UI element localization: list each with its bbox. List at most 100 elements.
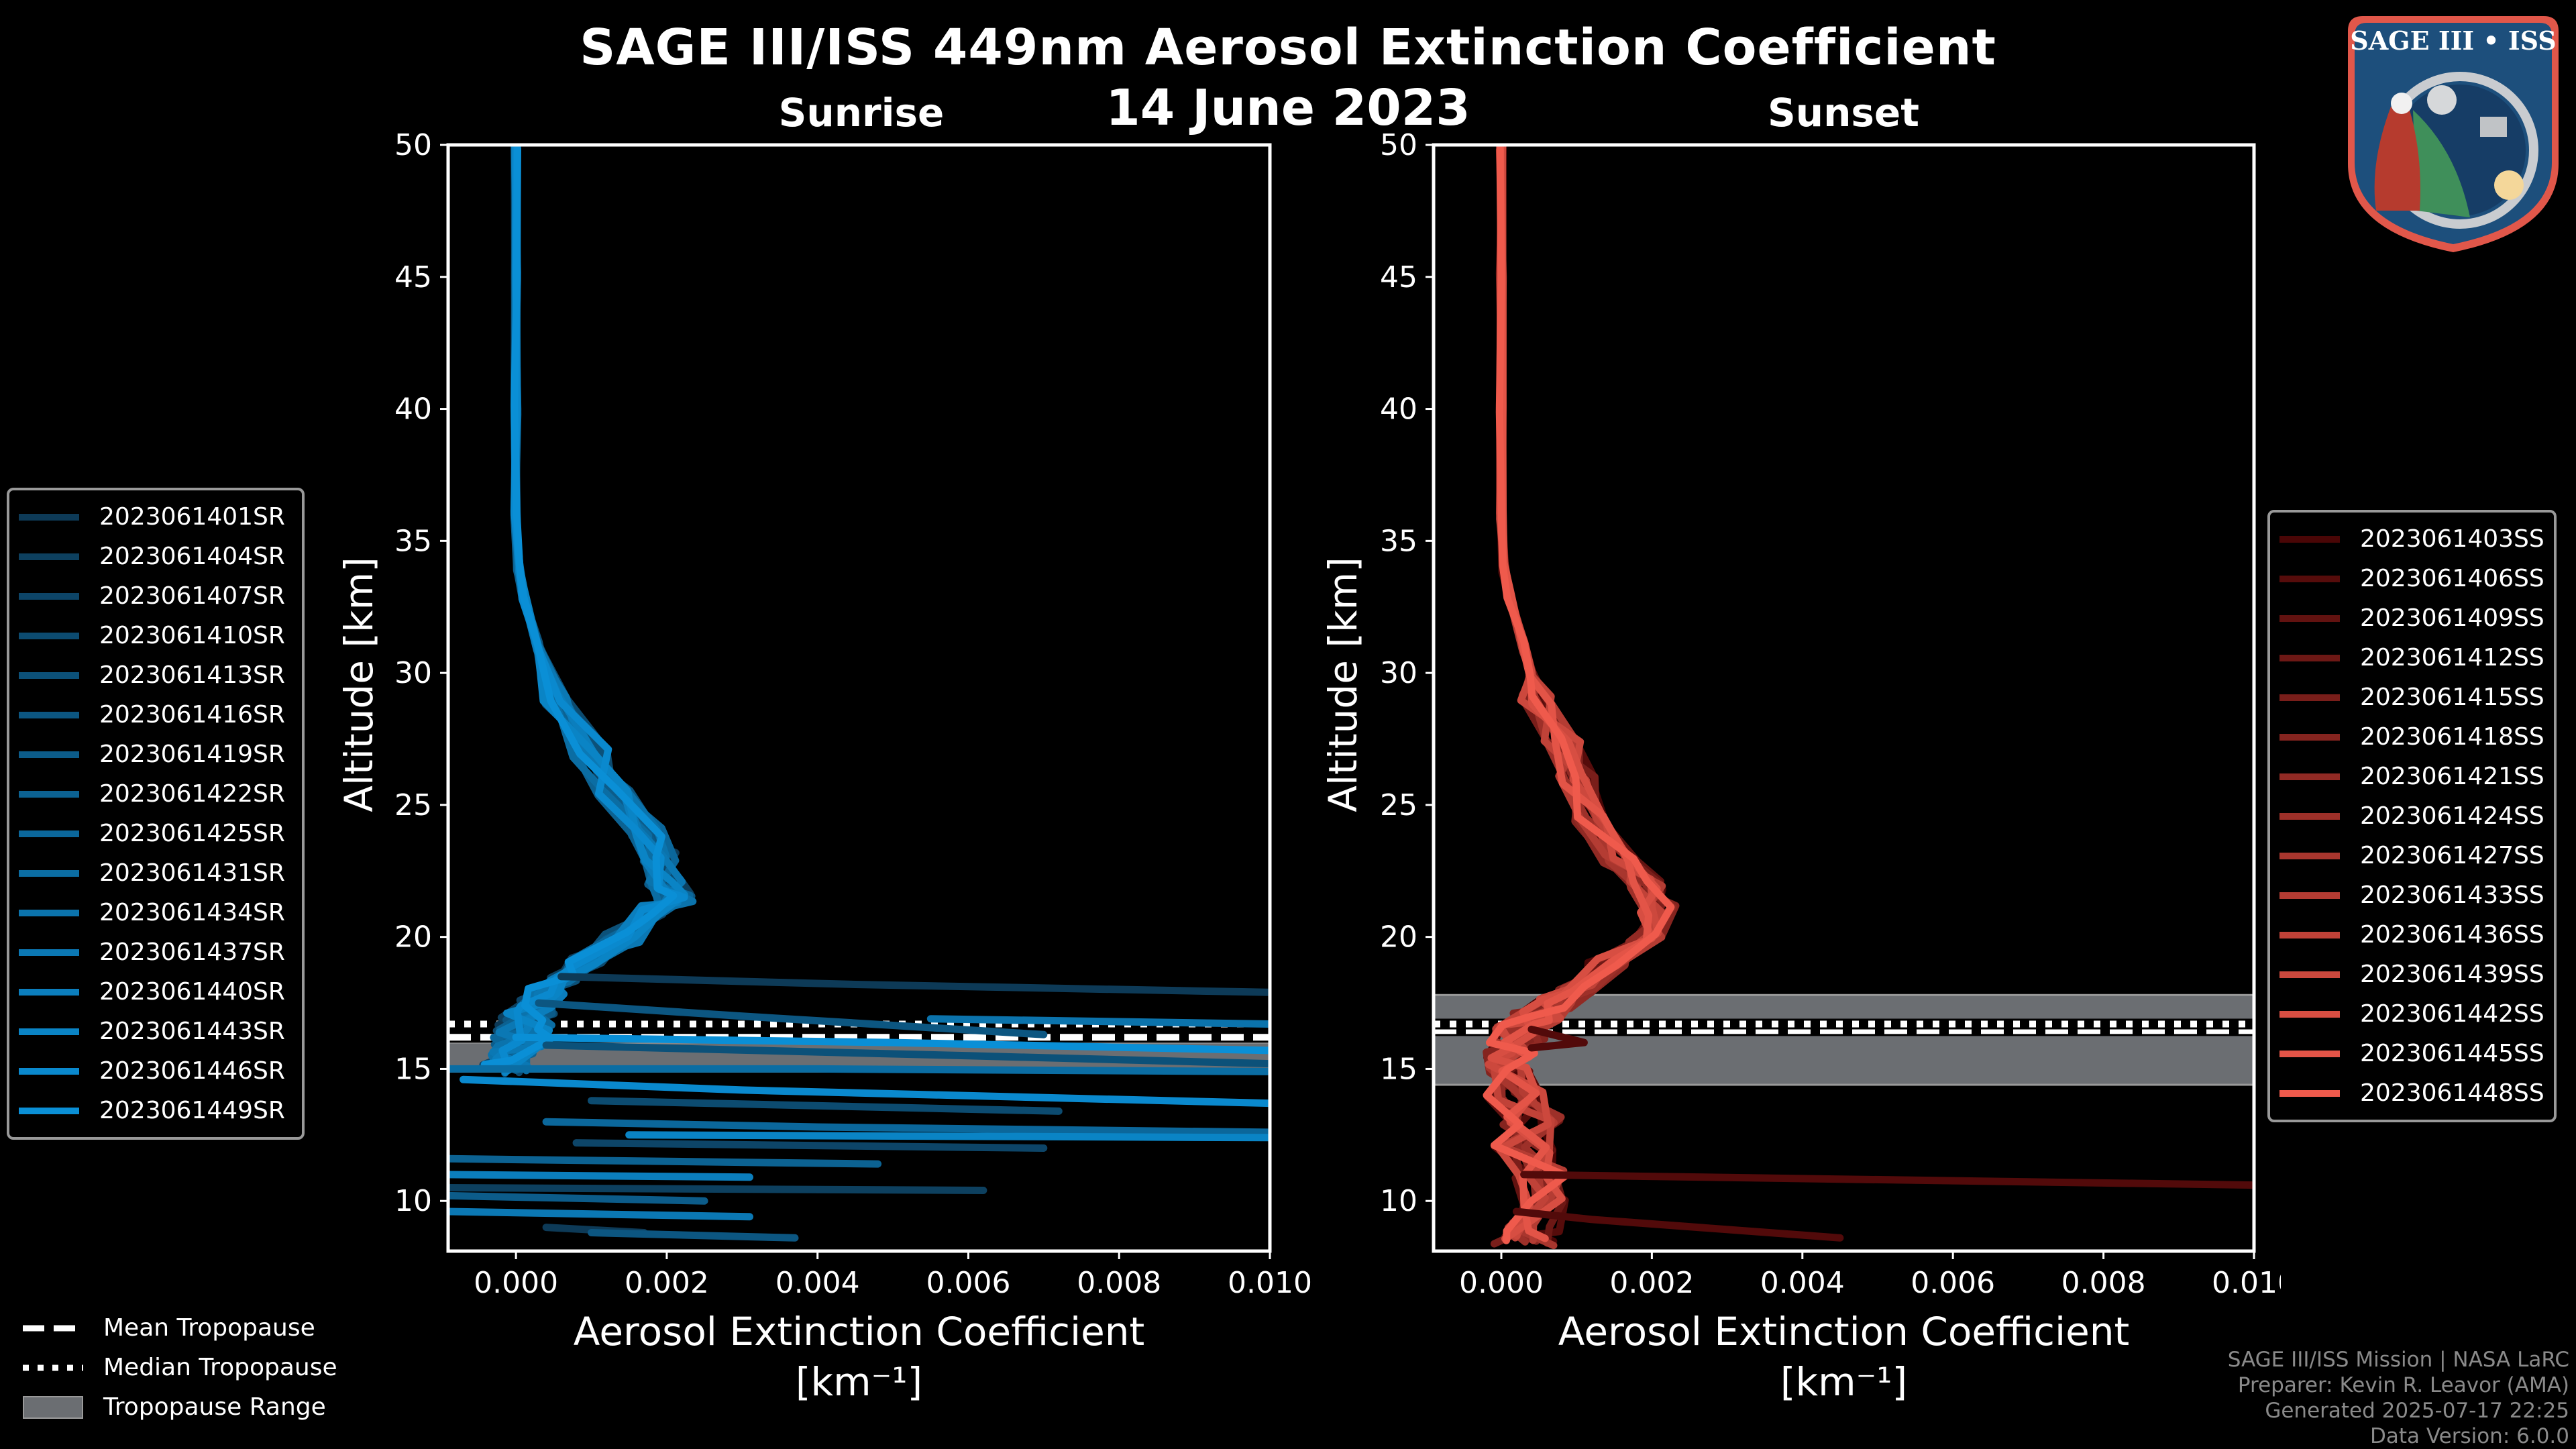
profile-outlier-line	[572, 1139, 1048, 1152]
legend-item: 2023061427SS	[2279, 836, 2544, 875]
x-axis-label: Aerosol Extinction Coefficient	[1558, 1309, 2130, 1354]
legend-label: 2023061449SR	[99, 1097, 285, 1124]
legend-line-swatch	[19, 909, 79, 916]
legend-label: 2023061418SS	[2360, 723, 2544, 751]
legend-item: 2023061401SR	[19, 497, 292, 537]
legend-item: 2023061407SR	[19, 576, 292, 616]
legend-label: 2023061433SS	[2360, 881, 2544, 909]
legend-item: 2023061409SS	[2279, 598, 2544, 638]
x-tick-label: 0.010	[2212, 1266, 2281, 1300]
profile-outlier-line	[1520, 1171, 2254, 1189]
legend-label: 2023061403SS	[2360, 525, 2544, 553]
legend-line-swatch	[19, 830, 79, 837]
sage-iii-iss-mission-patch-icon: SAGE III • ISS	[2348, 16, 2559, 252]
legend-item: 2023061422SR	[19, 774, 292, 814]
legend-label: 2023061409SS	[2360, 604, 2544, 632]
legend-label: 2023061445SS	[2360, 1040, 2544, 1067]
legend-label: Tropopause Range	[103, 1393, 326, 1421]
patch-sun	[2494, 170, 2524, 200]
credit-data-version: Data Version: 6.0.0	[2369, 1424, 2569, 1448]
legend-line-swatch	[19, 632, 79, 639]
x-tick-label: 0.004	[775, 1266, 860, 1300]
profile-line-2023061449SR	[480, 145, 678, 1069]
x-tick-label: 0.004	[1760, 1266, 1845, 1300]
legend-line-swatch	[19, 1028, 79, 1035]
y-tick-label: 45	[394, 260, 432, 294]
legend-median-tropopause: Median Tropopause	[23, 1348, 337, 1387]
sunrise-legend: 2023061401SR 2023061404SR 2023061407SR 2023…	[7, 488, 305, 1140]
axes-frame	[446, 143, 1272, 1253]
legend-item: 2023061404SR	[19, 537, 292, 576]
legend-label: 2023061439SS	[2360, 961, 2544, 988]
legend-label: 2023061401SR	[99, 503, 285, 531]
plot-area	[448, 145, 1270, 1242]
legend-line-swatch	[2279, 812, 2340, 820]
legend-item: 2023061421SS	[2279, 757, 2544, 796]
legend-label: 2023061404SR	[99, 543, 285, 570]
legend-label: 2023061410SR	[99, 622, 285, 649]
y-tick-label: 25	[394, 788, 432, 822]
credit-mission: SAGE III/ISS Mission | NASA LaRC	[2227, 1348, 2569, 1372]
sunrise-subtitle: Sunrise	[778, 90, 945, 136]
sunset-plot: 10 15 20 25 30 35 40 45 50 0.000 0.002 0.004 0.006 0.…	[1320, 128, 2281, 1405]
profile-outlier-line	[625, 1131, 1270, 1142]
legend-label: 2023061442SS	[2360, 1000, 2544, 1028]
y-tick-label: 40	[394, 392, 432, 427]
legend-line-swatch	[19, 790, 79, 798]
legend-item: 2023061403SS	[2279, 519, 2544, 559]
legend-label: 2023061415SS	[2360, 684, 2544, 711]
legend-label: 2023061431SR	[99, 859, 285, 887]
legend-item: 2023061418SS	[2279, 717, 2544, 757]
legend-line-swatch	[19, 949, 79, 956]
legend-label: 2023061416SR	[99, 701, 285, 729]
legend-mean-tropopause: Mean Tropopause	[23, 1308, 337, 1348]
range-patch-icon	[23, 1395, 83, 1419]
y-tick-label: 25	[1380, 788, 1417, 822]
legend-item: 2023061445SS	[2279, 1034, 2544, 1073]
profile-outlier-line	[535, 999, 1048, 1038]
legend-item: 2023061433SS	[2279, 875, 2544, 915]
legend-item: 2023061424SS	[2279, 796, 2544, 836]
legend-label: 2023061413SR	[99, 661, 285, 689]
legend-item: 2023061443SR	[19, 1012, 292, 1051]
profile-outlier-line	[448, 1184, 987, 1194]
legend-tropopause-range: Tropopause Range	[23, 1387, 337, 1427]
y-axis-label: Altitude [km]	[1320, 557, 1366, 812]
y-tick-label: 15	[1380, 1052, 1417, 1086]
x-axis-units: [km⁻¹]	[796, 1359, 922, 1405]
legend-line-swatch	[2279, 852, 2340, 859]
legend-label: 2023061437SR	[99, 938, 285, 966]
legend-line-swatch	[19, 869, 79, 877]
x-tick-label: 0.002	[1609, 1266, 1694, 1300]
credit-generated: Generated 2025-07-17 22:25	[2265, 1399, 2569, 1423]
legend-item: 2023061406SS	[2279, 559, 2544, 598]
legend-label: 2023061434SR	[99, 899, 285, 926]
y-tick-label: 30	[394, 656, 432, 690]
legend-item: 2023061410SR	[19, 616, 292, 655]
legend-label: 2023061448SS	[2360, 1079, 2544, 1107]
legend-line-swatch	[2279, 694, 2340, 701]
x-tick-label: 0.008	[2061, 1266, 2146, 1300]
y-tick-label: 35	[1380, 524, 1417, 558]
legend-line-swatch	[2279, 892, 2340, 899]
dashed-line-icon	[23, 1325, 83, 1331]
profile-outlier-line	[542, 1118, 1270, 1136]
patch-iss	[2480, 117, 2507, 137]
y-tick-label: 15	[394, 1052, 432, 1086]
legend-line-swatch	[2279, 614, 2340, 622]
x-tick-label: 0.000	[474, 1266, 558, 1300]
profile-outlier-line	[588, 1097, 1063, 1115]
legend-line-swatch	[19, 553, 79, 560]
legend-line-swatch	[2279, 931, 2340, 938]
y-axis-label: Altitude [km]	[336, 557, 382, 812]
profile-outlier-line	[448, 1065, 1270, 1075]
legend-item: 2023061446SR	[19, 1051, 292, 1091]
y-tick-label: 35	[394, 524, 432, 558]
y-tick-label: 45	[1380, 260, 1417, 294]
legend-item: 2023061425SR	[19, 814, 292, 853]
patch-wizard-head	[2391, 93, 2412, 114]
profile-outlier-line	[557, 973, 1270, 996]
y-tick-label: 20	[394, 920, 432, 955]
legend-line-swatch	[19, 711, 79, 718]
legend-label: 2023061422SR	[99, 780, 285, 808]
